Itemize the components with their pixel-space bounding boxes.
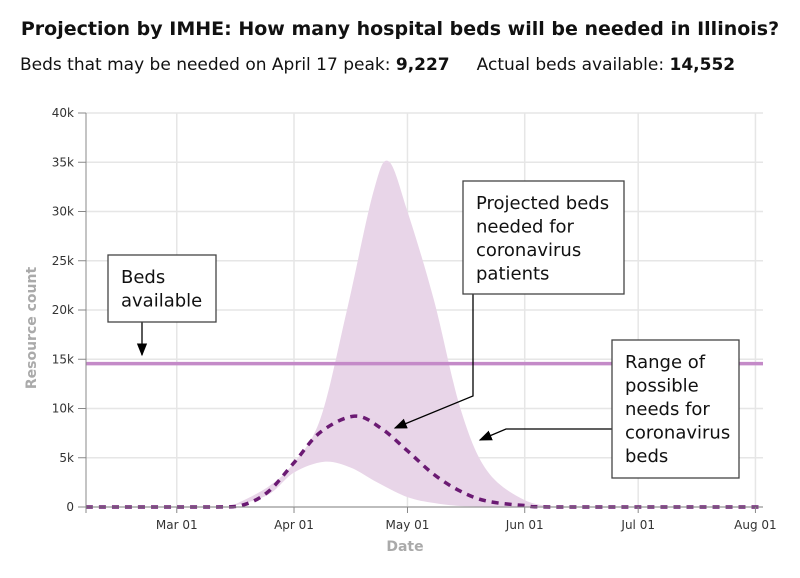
y-tick-label: 10k xyxy=(52,402,74,416)
x-tick-label: Jun 01 xyxy=(505,518,544,532)
annotation-text: available xyxy=(121,291,202,312)
y-tick-label: 25k xyxy=(52,254,74,268)
x-tick-label: Aug 01 xyxy=(734,518,777,532)
annotation-text: needed for xyxy=(476,217,575,238)
chart-subtitle: Beds that may be needed on April 17 peak… xyxy=(20,55,735,75)
annotation-arrow xyxy=(393,294,474,429)
available-value: 14,552 xyxy=(669,55,736,75)
annotation-text: coronavirus xyxy=(625,423,730,444)
annotation-text: beds xyxy=(625,446,668,467)
y-tick-label: 5k xyxy=(59,451,74,465)
range-band xyxy=(229,160,559,508)
available-label: Actual beds available: xyxy=(476,55,665,75)
annotation-arrow xyxy=(478,428,612,441)
annotation-text: possible xyxy=(625,376,699,397)
x-tick-label: Jul 01 xyxy=(620,518,655,532)
y-axis-label: Resource count xyxy=(24,267,40,390)
annotation-text: needs for xyxy=(625,399,710,420)
annotation-text: patients xyxy=(476,264,549,285)
y-tick-label: 20k xyxy=(52,303,74,317)
annotation-box xyxy=(462,180,625,295)
y-tick-label: 0 xyxy=(66,500,74,514)
y-tick-label: 35k xyxy=(52,155,74,169)
x-axis-label: Date xyxy=(386,539,423,555)
x-tick-label: May 01 xyxy=(386,518,430,532)
y-tick-label: 30k xyxy=(52,205,74,219)
x-tick-label: Apr 01 xyxy=(274,518,314,532)
projected-beds-line xyxy=(85,414,764,509)
peak-label: Beds that may be needed on April 17 peak… xyxy=(20,55,391,75)
annotation-text: Beds xyxy=(121,267,165,288)
annotation-box xyxy=(611,339,740,479)
annotation-text: coronavirus xyxy=(476,240,581,261)
chart-title: Projection by IMHE: How many hospital be… xyxy=(20,18,780,40)
y-tick-label: 40k xyxy=(52,106,74,120)
x-tick-label: Mar 01 xyxy=(156,518,198,532)
annotation-text: Range of xyxy=(625,352,706,373)
annotation-box xyxy=(107,254,217,323)
y-tick-label: 15k xyxy=(52,352,74,366)
annotation-text: Projected beds xyxy=(476,193,609,214)
peak-value: 9,227 xyxy=(395,55,450,75)
